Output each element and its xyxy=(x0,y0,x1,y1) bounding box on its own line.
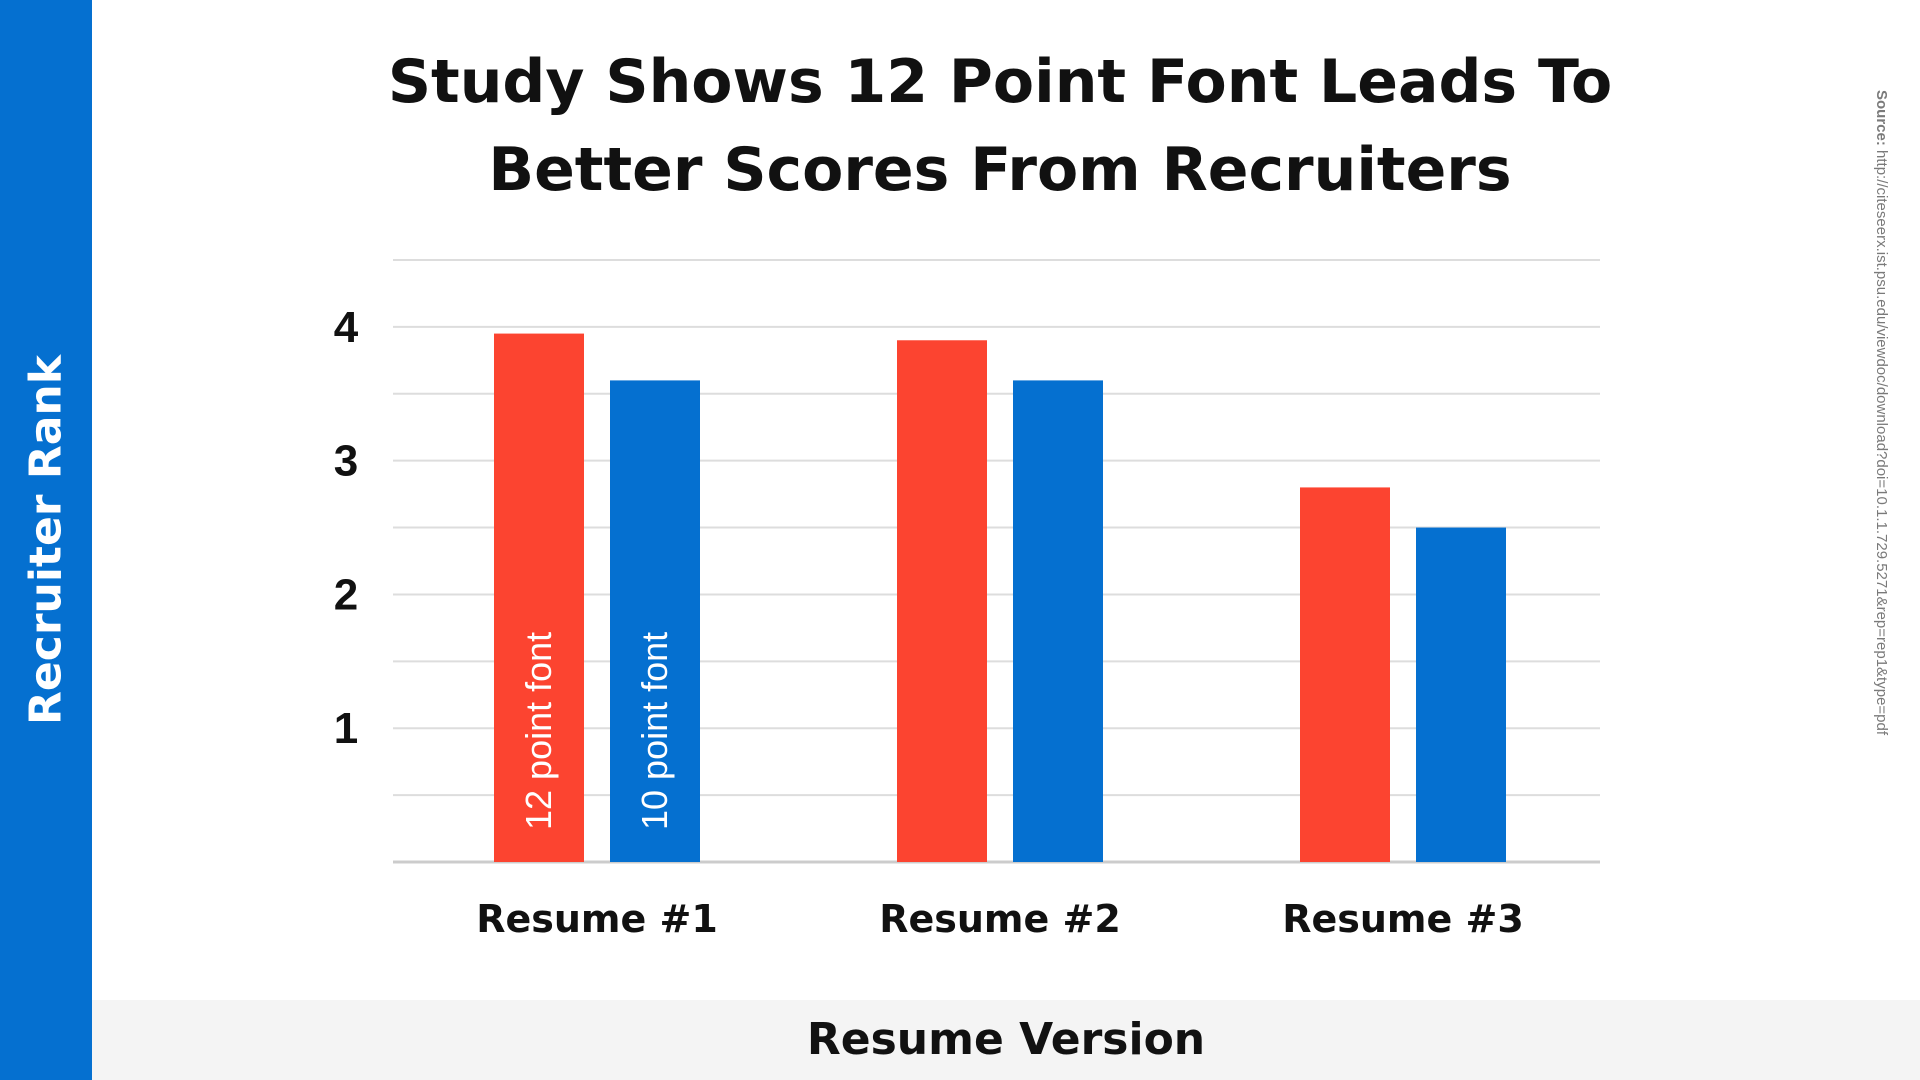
y-tick-label: 4 xyxy=(334,303,359,352)
chart-title-line-1: Study Shows 12 Point Font Leads To xyxy=(387,47,1613,117)
series-label: 10 point font xyxy=(634,632,675,830)
category-label: Resume #2 xyxy=(879,897,1121,941)
bar-12pt xyxy=(897,340,987,862)
y-tick-label: 2 xyxy=(334,570,358,619)
bar-10pt xyxy=(1416,527,1506,862)
series-label: 12 point font xyxy=(518,632,559,830)
category-label: Resume #1 xyxy=(476,897,718,941)
category-label: Resume #3 xyxy=(1282,897,1524,941)
bar-12pt xyxy=(494,333,584,863)
y-axis-label-band: Recruiter Rank xyxy=(0,0,92,1080)
chart-title-line-2: Better Scores From Recruiters xyxy=(488,135,1512,205)
chart-title: Study Shows 12 Point Font Leads To Bette… xyxy=(380,38,1620,214)
bar-10pt xyxy=(1013,380,1103,862)
y-tick-label: 3 xyxy=(334,437,358,486)
bar-10pt xyxy=(610,380,700,862)
x-axis-label-band: Resume Version xyxy=(92,1000,1920,1080)
y-tick-label: 1 xyxy=(334,704,358,753)
bar-12pt xyxy=(1300,487,1390,862)
x-axis-label: Resume Version xyxy=(806,1014,1206,1065)
